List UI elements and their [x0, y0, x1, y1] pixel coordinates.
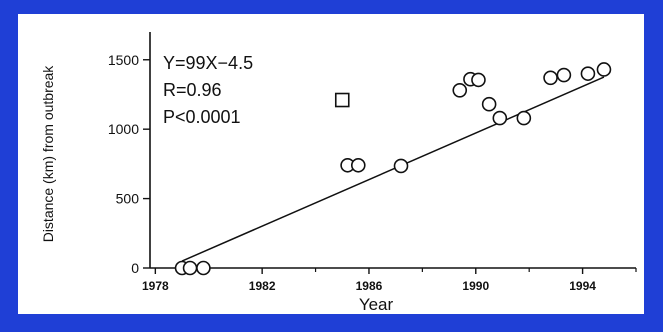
data-points — [174, 62, 612, 276]
data-point-circle — [471, 72, 486, 88]
data-point-circle — [492, 110, 508, 126]
data-point-circle — [516, 110, 532, 126]
x-tick-label: 1982 — [249, 279, 276, 293]
annotation-text: Y=99X−4.5 — [163, 53, 253, 73]
axis-ticks: 0 500 1000 1500 1978 1982 1986 1990 1994 — [108, 52, 637, 293]
y-tick-label: 500 — [116, 191, 140, 207]
data-point-circle — [481, 96, 497, 112]
data-point-circle — [182, 260, 198, 276]
x-tick-label: 1986 — [356, 279, 383, 293]
data-point-circle — [393, 158, 409, 174]
y-tick-label: 1500 — [108, 52, 139, 68]
fit-line — [181, 76, 605, 262]
x-axis-label: Year — [359, 295, 394, 314]
y-axis-label: Distance (km) from outbreak — [40, 65, 56, 243]
x-tick-label: 1994 — [569, 279, 596, 293]
data-point-circle — [556, 67, 572, 83]
annotations: Y=99X−4.5 R=0.96 P<0.0001 — [163, 53, 253, 127]
data-point-square — [334, 92, 350, 108]
annotation-text: P<0.0001 — [163, 107, 241, 127]
data-point-circle — [596, 62, 612, 77]
data-point-circle — [543, 70, 558, 86]
y-tick-label: 1000 — [108, 121, 139, 137]
data-point-circle — [580, 66, 596, 81]
chart-figure: 0 500 1000 1500 1978 1982 1986 1990 1994 Y=99X−4… — [18, 14, 644, 314]
annotation-text: R=0.96 — [163, 80, 222, 100]
y-tick-label: 0 — [131, 260, 139, 276]
x-tick-label: 1978 — [142, 279, 169, 293]
data-point-circle — [452, 83, 468, 98]
axes — [149, 32, 636, 269]
scatter-chart: 0 500 1000 1500 1978 1982 1986 1990 1994 Y=99X−4… — [40, 32, 637, 314]
regression-line — [181, 76, 605, 262]
x-tick-label: 1990 — [462, 279, 489, 293]
data-point-circle — [196, 260, 211, 276]
data-point-circle — [350, 157, 366, 173]
